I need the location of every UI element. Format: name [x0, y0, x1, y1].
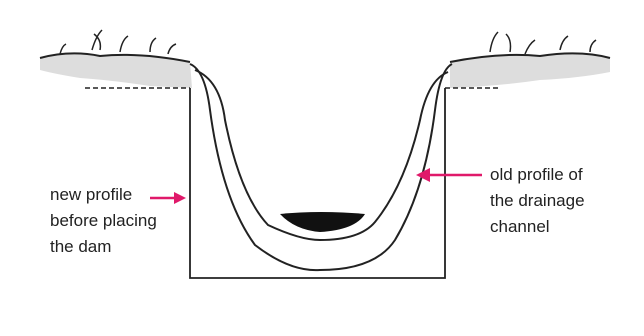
- label-line: before placing: [50, 211, 157, 230]
- arrow-left: [150, 192, 186, 204]
- page: new profile before placing the dam old p…: [0, 0, 644, 336]
- arrow-right: [416, 168, 482, 182]
- old-profile: [190, 64, 452, 270]
- diagram: new profile before placing the dam old p…: [0, 0, 644, 336]
- label-line: channel: [490, 217, 550, 236]
- label-line: the drainage: [490, 191, 585, 210]
- ground-left: [40, 30, 192, 88]
- mud: [280, 212, 365, 232]
- ground-right: [445, 32, 610, 88]
- label-line: the dam: [50, 237, 111, 256]
- label-line: new profile: [50, 185, 132, 204]
- new-profile: [190, 88, 445, 278]
- label-line: old profile of: [490, 165, 583, 184]
